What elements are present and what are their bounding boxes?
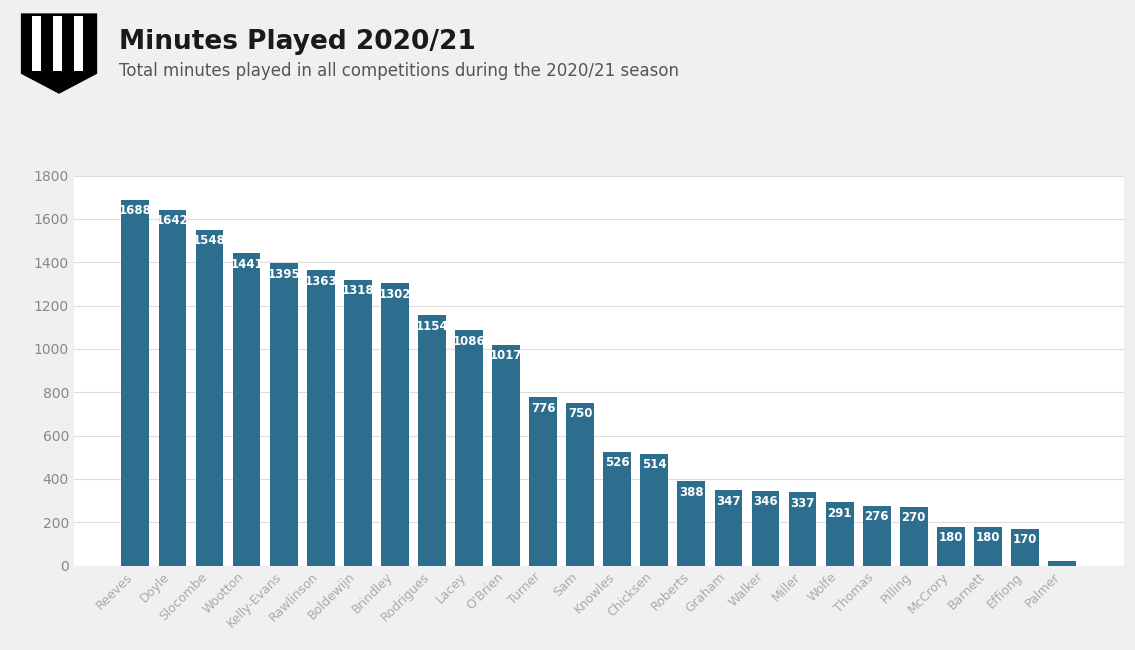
Text: 1441: 1441: [230, 257, 263, 270]
Bar: [418, 315, 446, 566]
Bar: [455, 330, 482, 566]
Bar: [493, 345, 520, 566]
Bar: [826, 502, 854, 566]
Text: 750: 750: [568, 408, 592, 421]
Text: 1548: 1548: [193, 235, 226, 248]
Text: 514: 514: [642, 458, 666, 471]
Bar: [863, 506, 891, 566]
Polygon shape: [74, 16, 83, 71]
Bar: [159, 210, 186, 566]
Bar: [270, 263, 297, 566]
Text: 347: 347: [716, 495, 741, 508]
Bar: [1011, 528, 1039, 566]
Text: 776: 776: [531, 402, 555, 415]
Bar: [678, 482, 705, 566]
Text: 1086: 1086: [453, 335, 486, 348]
Bar: [604, 452, 631, 566]
Bar: [936, 526, 965, 566]
Text: 1318: 1318: [342, 284, 375, 297]
Text: Minutes Played 2020/21: Minutes Played 2020/21: [119, 29, 476, 55]
Bar: [121, 200, 150, 566]
Text: 1302: 1302: [379, 288, 411, 301]
Text: 1642: 1642: [157, 214, 188, 227]
Bar: [640, 454, 669, 566]
Text: 291: 291: [827, 507, 852, 520]
Text: 22: 22: [1054, 545, 1070, 558]
Text: 1363: 1363: [304, 274, 337, 287]
Text: 1395: 1395: [267, 268, 300, 281]
Bar: [306, 270, 335, 566]
Text: 526: 526: [605, 456, 630, 469]
Bar: [344, 280, 371, 566]
Bar: [381, 283, 409, 566]
Text: 388: 388: [679, 486, 704, 499]
Text: 1017: 1017: [490, 350, 522, 363]
Bar: [751, 491, 780, 566]
Text: 180: 180: [976, 531, 1000, 544]
Text: 337: 337: [790, 497, 815, 510]
Polygon shape: [53, 16, 62, 71]
Text: 346: 346: [754, 495, 777, 508]
Bar: [566, 403, 594, 566]
Text: Total minutes played in all competitions during the 2020/21 season: Total minutes played in all competitions…: [119, 62, 679, 80]
Bar: [1048, 561, 1076, 566]
Bar: [233, 254, 261, 566]
Bar: [529, 397, 557, 566]
Text: 1154: 1154: [415, 320, 448, 333]
Bar: [789, 493, 816, 566]
Bar: [900, 507, 927, 566]
Polygon shape: [32, 16, 41, 71]
Text: 276: 276: [865, 510, 889, 523]
Text: 270: 270: [901, 512, 926, 525]
Bar: [974, 526, 1002, 566]
Polygon shape: [20, 13, 98, 94]
Text: 180: 180: [939, 531, 964, 544]
Text: 1688: 1688: [119, 204, 152, 217]
Text: 170: 170: [1012, 533, 1037, 546]
Bar: [195, 230, 224, 566]
Bar: [715, 490, 742, 566]
